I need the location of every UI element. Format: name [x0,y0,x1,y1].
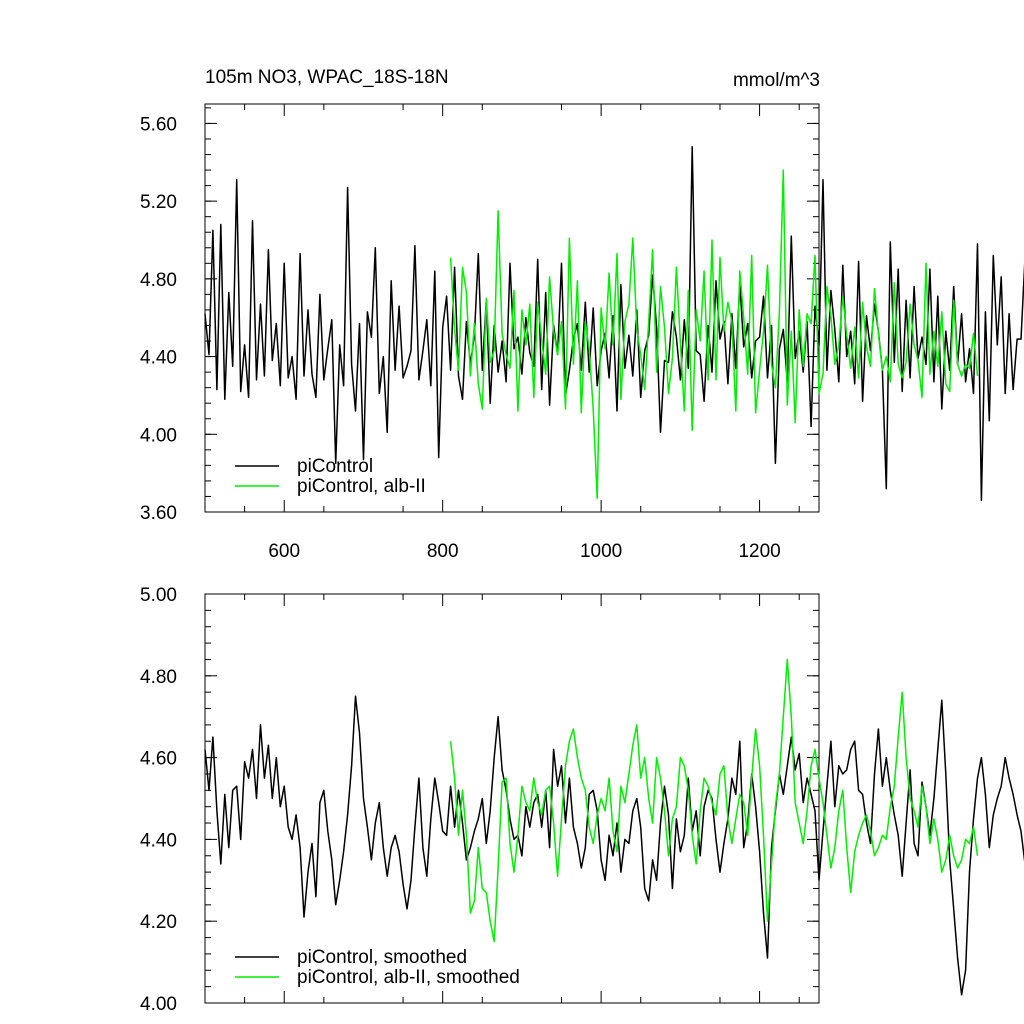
x-tick-label: 600 [268,541,300,562]
legend-label: piControl, alb-II, smoothed [297,967,520,988]
y-tick-label: 4.00 [140,994,177,1015]
chart-title: 105m NO3, WPAC_18S-18N [205,67,449,88]
series-line-picontrol [204,695,1024,996]
ticks-top [205,104,819,513]
y-tick-label: 4.20 [140,912,177,933]
legend-label: piControl, smoothed [297,947,467,968]
tick-labels-bottom: 4.00 4.20 4.40 4.60 4.80 5.00 [140,585,177,1015]
y-tick-label: 5.20 [140,192,177,213]
series-group-bottom [204,658,1024,996]
series-line-alb-ii [449,658,979,943]
chart-bottom-panel: 4.00 4.20 4.40 4.60 4.80 5.00 piControl, smoo… [140,585,1024,1015]
tick-labels-top: 3.60 4.00 4.40 4.80 5.20 5.60 600 800 1000 1200 [140,114,781,562]
y-tick-label: 4.60 [140,749,177,770]
y-tick-label: 3.60 [140,503,177,524]
y-tick-label: 4.40 [140,830,177,851]
y-tick-label: 4.00 [140,425,177,446]
y-tick-label: 4.80 [140,667,177,688]
x-tick-label: 800 [427,541,459,562]
x-tick-label: 1000 [580,541,622,562]
x-tick-label: 1200 [738,541,780,562]
series-line-alb-ii [449,169,979,500]
y-tick-label: 5.60 [140,114,177,135]
y-tick-label: 5.00 [140,585,177,606]
y-tick-label: 4.80 [140,270,177,291]
chart-top-panel: 105m NO3, WPAC_18S-18N mmol/m^3 3.60 4.00… [140,67,1024,562]
series-group-top [204,145,1024,502]
plot-frame-bottom [204,593,820,1004]
legend-label: piControl, alb-II [297,476,426,497]
legend-label: piControl [297,456,373,477]
series-line-picontrol [204,145,1024,502]
y-tick-label: 4.40 [140,348,177,369]
plot-frame-top [204,103,820,513]
ticks-bottom [205,593,819,1004]
chart-units: mmol/m^3 [733,70,820,91]
